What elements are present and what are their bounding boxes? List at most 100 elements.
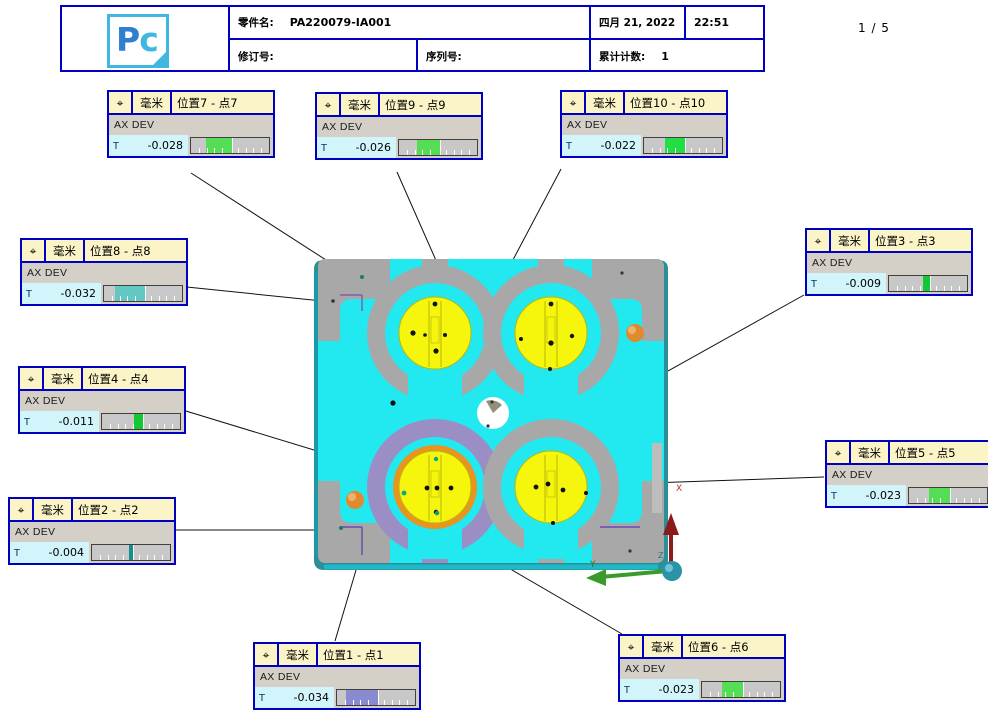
- corner-pad-tl: [318, 259, 390, 341]
- deviation-value: -0.034: [269, 687, 334, 708]
- axis-z-arrow-icon: [663, 513, 679, 535]
- time-cell: 22:51: [686, 7, 765, 38]
- measure-point-hit: [433, 456, 439, 462]
- unit-label: 毫米: [851, 442, 890, 463]
- callout-title-bar: ⌖ 毫米 位置2 - 点2: [10, 499, 174, 522]
- revision-cell: 修订号:: [230, 40, 416, 72]
- count-cell: 累计计数: 1: [591, 40, 765, 72]
- deviation-row: T -0.026: [317, 137, 481, 158]
- divider-top-2: [684, 7, 686, 38]
- gauge-ticks: [399, 140, 477, 155]
- leader-line-pos8: [176, 285, 333, 303]
- unit-label: 毫米: [44, 368, 83, 389]
- measure-point: [360, 275, 364, 279]
- unit-label: 毫米: [46, 240, 85, 261]
- date-value: 四月 21, 2022: [599, 17, 676, 29]
- callout-title-bar: ⌖ 毫米 位置3 - 点3: [807, 230, 971, 253]
- measure-point: [433, 348, 439, 354]
- callout-pos4[interactable]: ⌖ 毫米 位置4 - 点4 AX DEV T -0.011: [18, 366, 186, 434]
- deviation-gauge: [190, 137, 270, 154]
- deviation-row: T -0.004: [10, 542, 174, 563]
- callout-feature-name: 位置3 - 点3: [870, 230, 971, 251]
- callout-pos1[interactable]: ⌖ 毫米 位置1 - 点1 AX DEV T -0.034: [253, 642, 421, 710]
- callout-title-bar: ⌖ 毫米 位置10 - 点10: [562, 92, 726, 115]
- gauge-ticks: [644, 138, 722, 153]
- part-plate: [318, 259, 664, 574]
- measure-point: [432, 301, 438, 307]
- deviation-value: -0.028: [123, 135, 188, 156]
- callout-title-bar: ⌖ 毫米 位置9 - 点9: [317, 94, 481, 117]
- deviation-row: T -0.023: [620, 679, 784, 700]
- callout-pos9[interactable]: ⌖ 毫米 位置9 - 点9 AX DEV T -0.026: [315, 92, 483, 160]
- axis-y-label: Y: [589, 560, 596, 570]
- serial-cell: 序列号:: [418, 40, 589, 72]
- measure-point: [548, 340, 554, 346]
- header-row-top: 零件名: PA220079-IA001 四月 21, 2022 22:51: [230, 7, 763, 40]
- logo-cell: Pc: [62, 7, 230, 70]
- callout-pos5[interactable]: ⌖ 毫米 位置5 - 点5 AX DEV T -0.023: [825, 440, 988, 508]
- deviation-gauge: [398, 139, 478, 156]
- measure-point: [336, 571, 339, 574]
- axis-label: T: [22, 283, 36, 304]
- measure-point: [519, 337, 523, 341]
- callout-feature-name: 位置1 - 点1: [318, 644, 419, 665]
- position-symbol-icon: ⌖: [562, 92, 586, 113]
- callout-pos2[interactable]: ⌖ 毫米 位置2 - 点2 AX DEV T -0.004: [8, 497, 176, 565]
- unit-label: 毫米: [34, 499, 73, 520]
- count-value: 1: [661, 49, 669, 63]
- measure-point: [548, 367, 552, 371]
- measure-point: [551, 521, 555, 525]
- callout-pos7[interactable]: ⌖ 毫米 位置7 - 点7 AX DEV T -0.028: [107, 90, 275, 158]
- pc-logo-text: Pc: [116, 19, 159, 61]
- boss-2: [514, 296, 588, 370]
- gauge-nominal-marker: [144, 286, 146, 301]
- unit-label: 毫米: [644, 636, 683, 657]
- ax-dev-label: AX DEV: [807, 253, 971, 273]
- measure-point: [434, 485, 440, 491]
- deviation-value: -0.009: [821, 273, 886, 294]
- gauge-fill: [665, 138, 685, 153]
- unit-label: 毫米: [586, 92, 625, 113]
- position-symbol-icon: ⌖: [827, 442, 851, 463]
- axis-label: T: [109, 135, 123, 156]
- axis-label: T: [20, 411, 34, 432]
- unit-label: 毫米: [831, 230, 870, 251]
- callout-pos6[interactable]: ⌖ 毫米 位置6 - 点6 AX DEV T -0.023: [618, 634, 786, 702]
- boss-slot-4: [544, 455, 558, 521]
- measure-point: [390, 400, 396, 406]
- axis-label: T: [620, 679, 634, 700]
- deviation-value: -0.022: [576, 135, 641, 156]
- gauge-ticks: [909, 488, 987, 503]
- measure-point: [545, 481, 551, 487]
- gauge-ticks: [104, 286, 182, 301]
- gauge-nominal-marker: [949, 488, 951, 503]
- gauge-fill: [129, 545, 133, 560]
- sphere-highlight: [348, 493, 356, 501]
- 3d-part-model: X Y Z: [314, 259, 682, 586]
- boss-key-1: [430, 316, 440, 344]
- gauge-fill: [114, 286, 145, 301]
- callout-pos10[interactable]: ⌖ 毫米 位置10 - 点10 AX DEV T -0.022: [560, 90, 728, 158]
- header-row-bottom: 修订号: 序列号: 累计计数: 1: [230, 40, 763, 72]
- callout-pos8[interactable]: ⌖ 毫米 位置8 - 点8 AX DEV T -0.032: [20, 238, 188, 306]
- callout-pos3[interactable]: ⌖ 毫米 位置3 - 点3 AX DEV T -0.009: [805, 228, 973, 296]
- measure-point: [410, 330, 416, 336]
- revision-label: 修订号:: [238, 50, 274, 63]
- measure-point: [423, 333, 427, 337]
- axis-y-arrow-icon: [586, 569, 606, 586]
- axis-label: T: [562, 135, 576, 156]
- axis-y-line: [599, 569, 669, 579]
- deviation-gauge: [101, 413, 181, 430]
- position-symbol-icon: ⌖: [109, 92, 133, 113]
- deviation-value: -0.004: [24, 542, 89, 563]
- gauge-fill: [133, 414, 143, 429]
- deviation-value: -0.023: [841, 485, 906, 506]
- engraved-panel: [652, 443, 662, 513]
- callout-feature-name: 位置9 - 点9: [380, 94, 481, 115]
- deviation-row: T -0.028: [109, 135, 273, 156]
- measure-point: [443, 333, 447, 337]
- position-symbol-icon: ⌖: [22, 240, 46, 261]
- gauge-nominal-marker: [142, 414, 144, 429]
- pc-logo-icon: Pc: [107, 14, 169, 68]
- deviation-row: T -0.034: [255, 687, 419, 708]
